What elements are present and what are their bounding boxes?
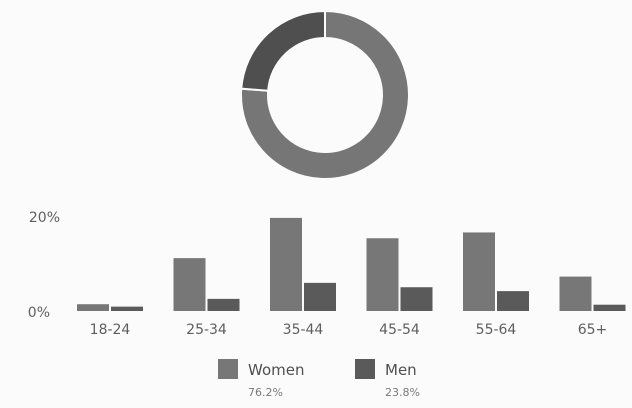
legend-pct-women: 76.2% — [248, 386, 283, 399]
y-tick-label-top: 20% — [29, 210, 60, 226]
x-tick-label-18-24: 18-24 — [90, 322, 131, 338]
bar-men-45-54 — [400, 287, 433, 311]
legend-label-women: Women — [248, 361, 304, 379]
donut-slice-women — [240, 9, 410, 180]
legend-pct-men: 23.8% — [385, 386, 420, 399]
x-tick-label-55-64: 55-64 — [476, 322, 517, 338]
bar-men-55-64 — [497, 291, 529, 311]
x-tick-labels: 18-24 25-34 35-44 45-54 55-64 65+ — [90, 322, 608, 338]
legend-swatch-women — [218, 359, 238, 379]
bar-men-25-34 — [207, 298, 240, 311]
bar-women-35-44 — [270, 217, 302, 311]
bar-women-45-54 — [366, 238, 399, 311]
x-tick-label-45-54: 45-54 — [379, 322, 420, 338]
x-tick-label-35-44: 35-44 — [283, 322, 324, 338]
bar-women-25-34 — [173, 258, 206, 311]
bar-women-55-64 — [463, 232, 495, 311]
y-tick-label-bottom: 0% — [28, 305, 50, 321]
bar-men-35-44 — [304, 282, 336, 311]
bar-women-65+ — [559, 276, 592, 311]
donut-slice-men — [240, 9, 326, 92]
bar-women-18-24 — [77, 304, 109, 311]
legend-swatch-men — [355, 359, 375, 379]
x-tick-label-25-34: 25-34 — [186, 322, 227, 338]
bar-men-65+ — [593, 304, 626, 311]
legend-label-men: Men — [385, 361, 417, 379]
x-tick-label-65+: 65+ — [578, 322, 608, 338]
gender-donut-chart — [240, 9, 410, 180]
bar-men-18-24 — [111, 306, 143, 311]
legend: Women 76.2% Men 23.8% — [218, 359, 420, 399]
age-bars — [77, 217, 626, 311]
